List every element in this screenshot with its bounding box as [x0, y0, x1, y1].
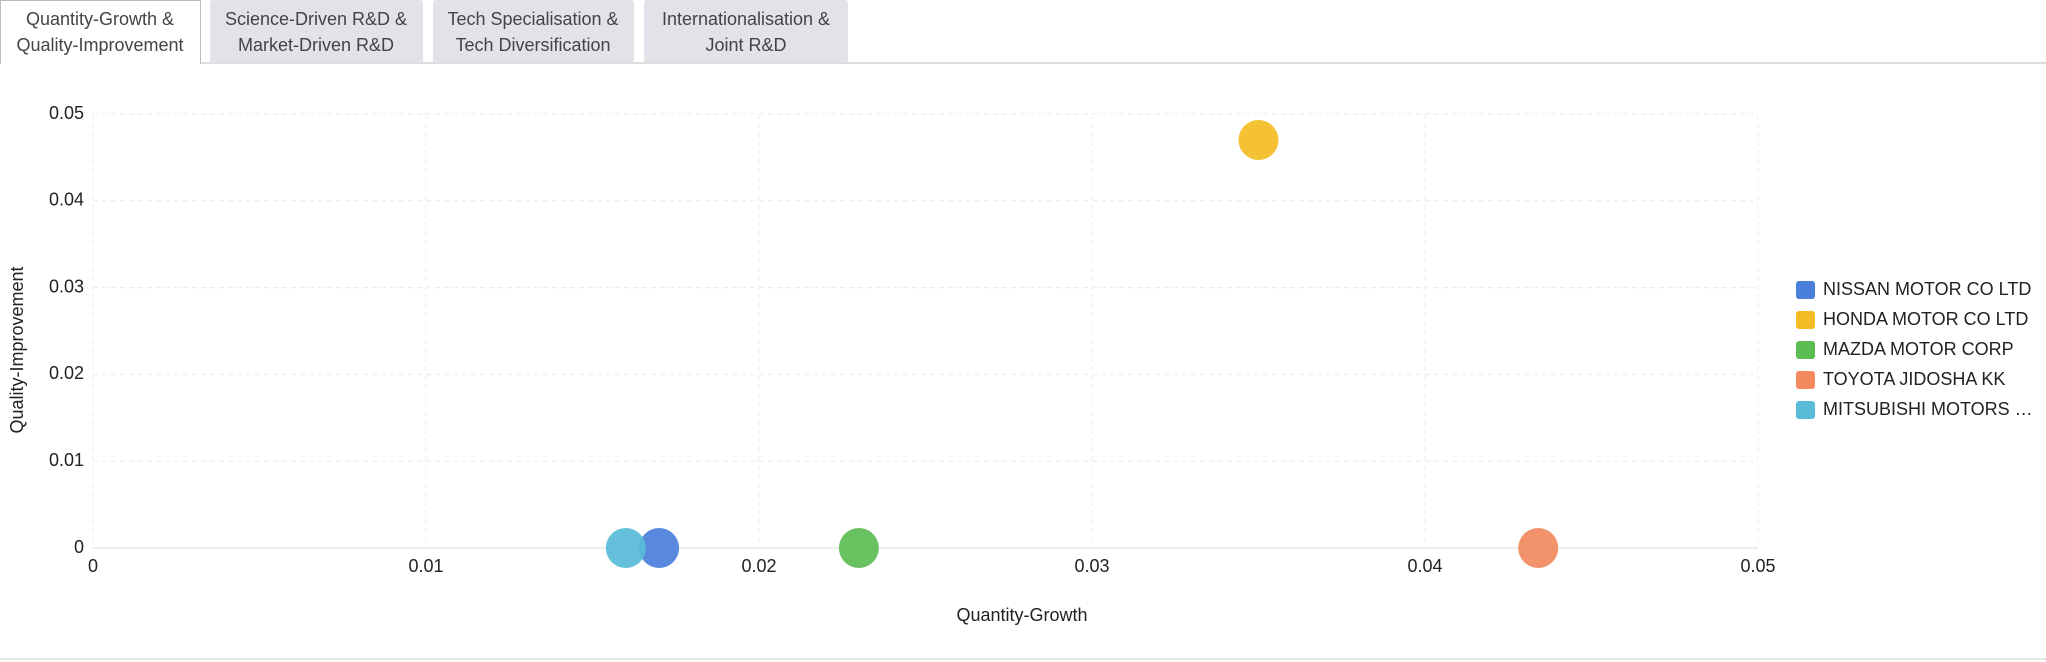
y-tick-label: 0.01: [49, 450, 84, 470]
y-tick-label: 0.04: [49, 190, 84, 210]
x-tick-label: 0.02: [741, 556, 776, 576]
point: [1518, 528, 1558, 568]
x-tick-label: 0.01: [408, 556, 443, 576]
legend-swatch: [1796, 371, 1815, 389]
legend-swatch: [1796, 311, 1815, 329]
page: Quantity-Growth & Quality-Improvement Sc…: [0, 0, 2046, 662]
tab-label: Tech Specialisation &: [447, 9, 618, 29]
x-tick-label: 0.03: [1074, 556, 1109, 576]
tab-label: Tech Diversification: [455, 35, 610, 55]
y-tick-label: 0: [74, 537, 84, 557]
x-tick-label: 0.05: [1740, 556, 1775, 576]
legend-label: NISSAN MOTOR CO LTD: [1823, 279, 2031, 299]
tab[interactable]: Internationalisation & Joint R&D: [644, 0, 848, 63]
legend-label: TOYOTA JIDOSHA KK: [1823, 369, 2005, 389]
tab-join: [1, 60, 200, 66]
point: [1239, 120, 1279, 160]
x-tick-label: 0.04: [1407, 556, 1442, 576]
tab[interactable]: Science-Driven R&D & Market-Driven R&D: [210, 0, 423, 63]
y-tick-label: 0.02: [49, 363, 84, 383]
legend-label: MAZDA MOTOR CORP: [1823, 339, 2014, 359]
tab-label: Market-Driven R&D: [238, 35, 394, 55]
y-axis-title: Quality-Improvement: [7, 266, 27, 433]
tab-label: Internationalisation &: [662, 9, 830, 29]
legend-swatch: [1796, 401, 1815, 419]
tab[interactable]: Quantity-Growth & Quality-Improvement: [1, 1, 201, 67]
point: [839, 528, 879, 568]
y-tick-label: 0.03: [49, 276, 84, 296]
tab-label: Quantity-Growth &: [26, 9, 174, 29]
legend-swatch: [1796, 341, 1815, 359]
tab[interactable]: Tech Specialisation & Tech Diversificati…: [433, 0, 634, 63]
point: [606, 528, 646, 568]
x-tick-label: 0: [88, 556, 98, 576]
tab-label: Joint R&D: [705, 35, 786, 55]
legend-label: MITSUBISHI MOTORS …: [1823, 399, 2033, 419]
tab-label: Quality-Improvement: [16, 35, 183, 55]
legend-label: HONDA MOTOR CO LTD: [1823, 309, 2028, 329]
legend-swatch: [1796, 281, 1815, 299]
y-tick-label: 0.05: [49, 103, 84, 123]
tab-label: Science-Driven R&D &: [225, 9, 407, 29]
x-axis-title: Quantity-Growth: [956, 605, 1087, 625]
